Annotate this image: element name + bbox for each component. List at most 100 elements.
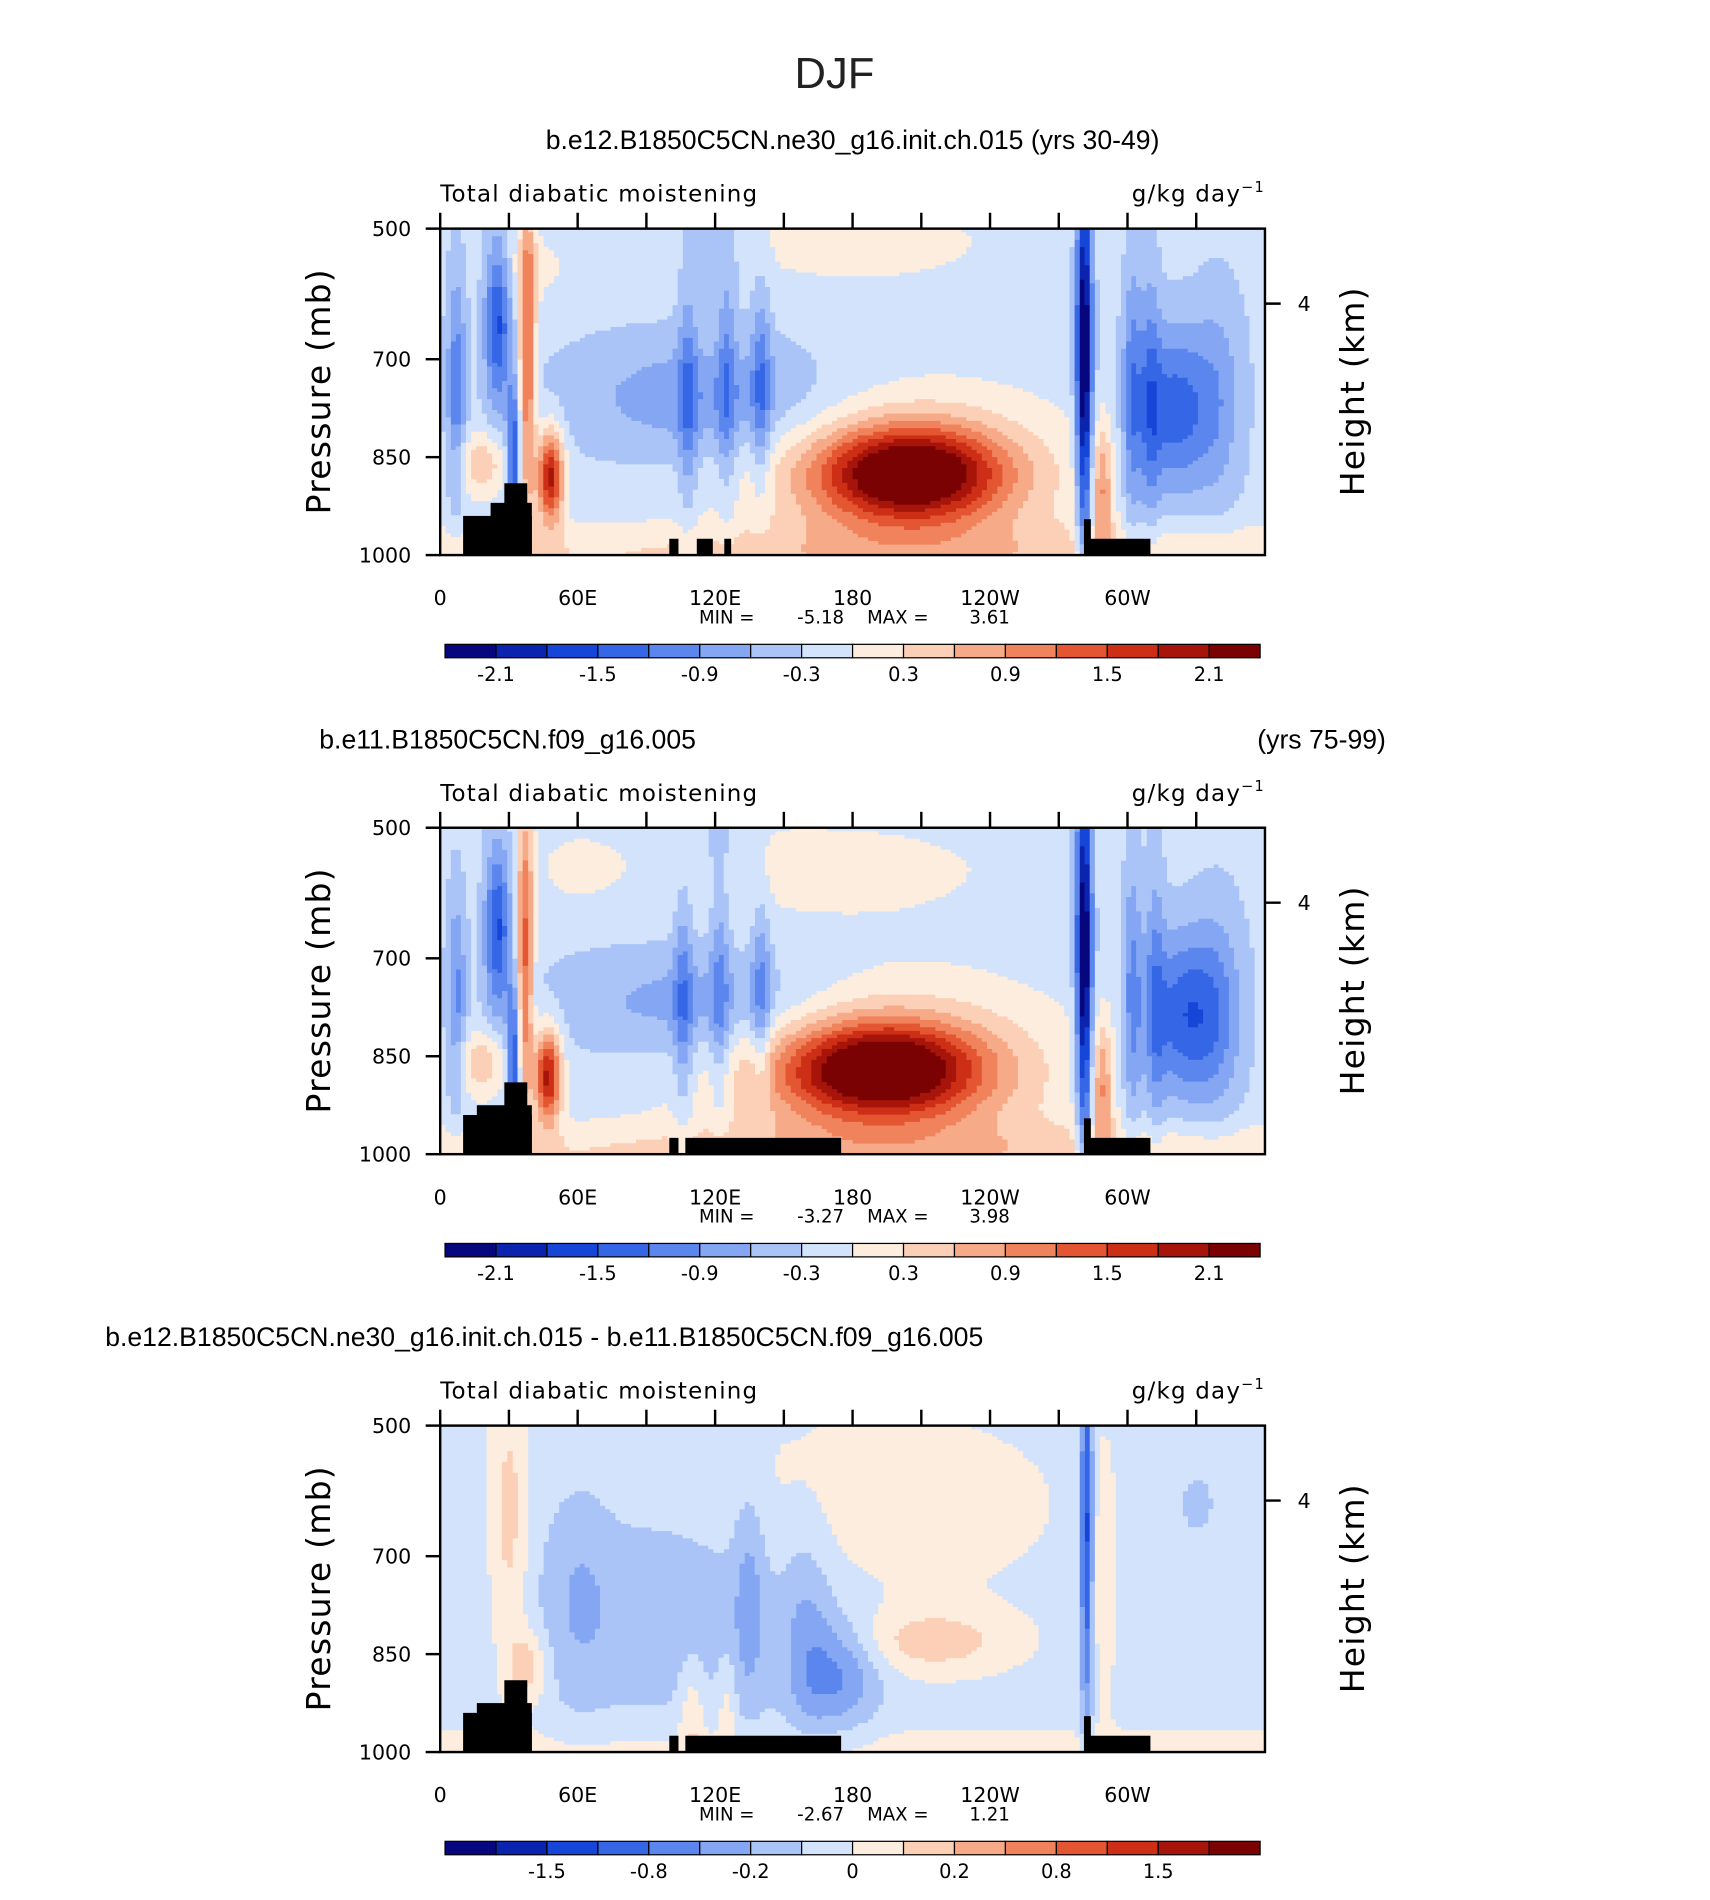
contour-fill (543, 428, 1003, 531)
colorbar-box (444, 643, 497, 659)
colorbar-label: -1.5 (528, 1860, 566, 1883)
colorbar-label: -0.8 (630, 1860, 668, 1883)
colorbar-label: -1.5 (579, 663, 617, 686)
colorbar-box (546, 1840, 599, 1856)
topography (1083, 1735, 1151, 1753)
colorbar-box (1106, 1840, 1159, 1856)
units-exponent: −1 (1241, 778, 1265, 795)
units: g/kg day (1132, 781, 1241, 807)
colorbar-box (902, 1242, 956, 1258)
colorbar-label: 1.5 (1143, 1860, 1174, 1883)
colorbar-label: -2.1 (477, 663, 515, 686)
colorbar-box (1208, 643, 1261, 659)
x-tick-label: 120E (689, 1185, 741, 1209)
contour-fill (440, 827, 1256, 1155)
colorbar-box (851, 643, 905, 659)
y-axis-label: Pressure (mb) (300, 1465, 338, 1711)
x-tick-label: 60E (558, 1783, 597, 1807)
x-tick-label: 60E (558, 586, 597, 610)
x-tick-label: 60E (558, 1185, 597, 1209)
topography (1083, 519, 1091, 556)
topography (669, 1137, 679, 1155)
panel-title: b.e12.B1850C5CN.ne30_g16.init.ch.015 - b… (105, 1322, 983, 1352)
min-value: -2.67 (797, 1804, 844, 1825)
y-tick-label: 850 (372, 445, 411, 469)
contour-fill (821, 1041, 946, 1101)
x-tick-label: 0 (434, 586, 447, 610)
colorbar-box (1157, 1242, 1210, 1258)
x-tick-label: 0 (434, 1783, 447, 1807)
contour-fill (471, 827, 1121, 1155)
contour-fill (471, 228, 1121, 556)
x-tick-label: 120W (960, 586, 1020, 610)
min-label: MIN = (699, 607, 755, 628)
colorbar-box (597, 1242, 650, 1258)
colorbar-box (851, 1242, 905, 1258)
y-tick-label: 500 (372, 217, 411, 241)
max-value: 3.98 (969, 1207, 1009, 1228)
colorbar-box (1004, 643, 1057, 659)
y2-axis-label: Height (km) (1334, 286, 1372, 496)
contour-fill (543, 1027, 972, 1115)
colorbar-label: 0.9 (990, 663, 1021, 686)
colorbar-label: 0.8 (1041, 1860, 1072, 1883)
contour-fill (1079, 246, 1091, 447)
colorbar-box (597, 643, 650, 659)
contour-fill (1084, 1512, 1091, 1543)
x-tick-label: 120E (689, 1783, 741, 1807)
left-string: Total diabatic moistening (439, 781, 758, 807)
colorbar-box (953, 1242, 1007, 1258)
topography (1083, 1118, 1091, 1155)
colorbar-box (1208, 1840, 1261, 1856)
colorbar-box (495, 1242, 548, 1258)
y-tick-label: 700 (372, 347, 411, 371)
x-tick-label: 60W (1104, 586, 1150, 610)
colorbar-box (1106, 643, 1159, 659)
contour-fill (852, 446, 967, 505)
colorbar-box (699, 1242, 752, 1258)
topography (504, 1082, 528, 1155)
colorbar-box (699, 1840, 752, 1856)
x-tick-label: 0 (434, 1185, 447, 1209)
colorbar-box (1055, 1840, 1108, 1856)
colorbar-box (597, 1840, 650, 1856)
y-tick-label: 700 (372, 1544, 411, 1568)
y-tick-label: 700 (372, 947, 411, 971)
y-tick-label: 1000 (359, 1142, 411, 1166)
colorbar-box (1106, 1242, 1159, 1258)
colorbar-box (801, 1840, 854, 1856)
topography (669, 1735, 679, 1753)
max-value: 1.21 (969, 1804, 1009, 1825)
topography (669, 538, 679, 556)
units-exponent: −1 (1241, 179, 1265, 196)
contour-fill (440, 228, 1256, 556)
contour-fill (1084, 1425, 1091, 1630)
colorbar-label: 0.3 (888, 1262, 919, 1285)
colorbar-label: -0.9 (681, 663, 719, 686)
y-tick-label: 1000 (359, 1740, 411, 1764)
colorbar-box (851, 1840, 905, 1856)
colorbar-label: 2.1 (1194, 1262, 1225, 1285)
y2-axis-label: Height (km) (1334, 1483, 1372, 1693)
field (440, 228, 1265, 556)
colorbar-box (648, 1840, 701, 1856)
max-label: MAX = (867, 607, 928, 628)
colorbar-box (444, 1242, 497, 1258)
figure-title: DJF (795, 49, 875, 98)
y-tick-label: 850 (372, 1642, 411, 1666)
topography (1083, 1137, 1151, 1155)
contour-fill (522, 250, 1106, 545)
colorbar-box (1004, 1242, 1057, 1258)
colorbar-label: -2.1 (477, 1262, 515, 1285)
colorbar-box (495, 1840, 548, 1856)
topography (504, 483, 528, 556)
topography (504, 1680, 528, 1753)
contour-fill (440, 827, 1265, 1151)
x-tick-label: 60W (1104, 1783, 1150, 1807)
colorbar-box (1055, 1242, 1108, 1258)
colorbar-box (444, 1840, 497, 1856)
min-value: -3.27 (797, 1207, 844, 1228)
colorbar-box (953, 1840, 1007, 1856)
colorbar-label: 2.1 (1194, 663, 1225, 686)
y2-tick-label: 4 (1298, 1489, 1311, 1513)
